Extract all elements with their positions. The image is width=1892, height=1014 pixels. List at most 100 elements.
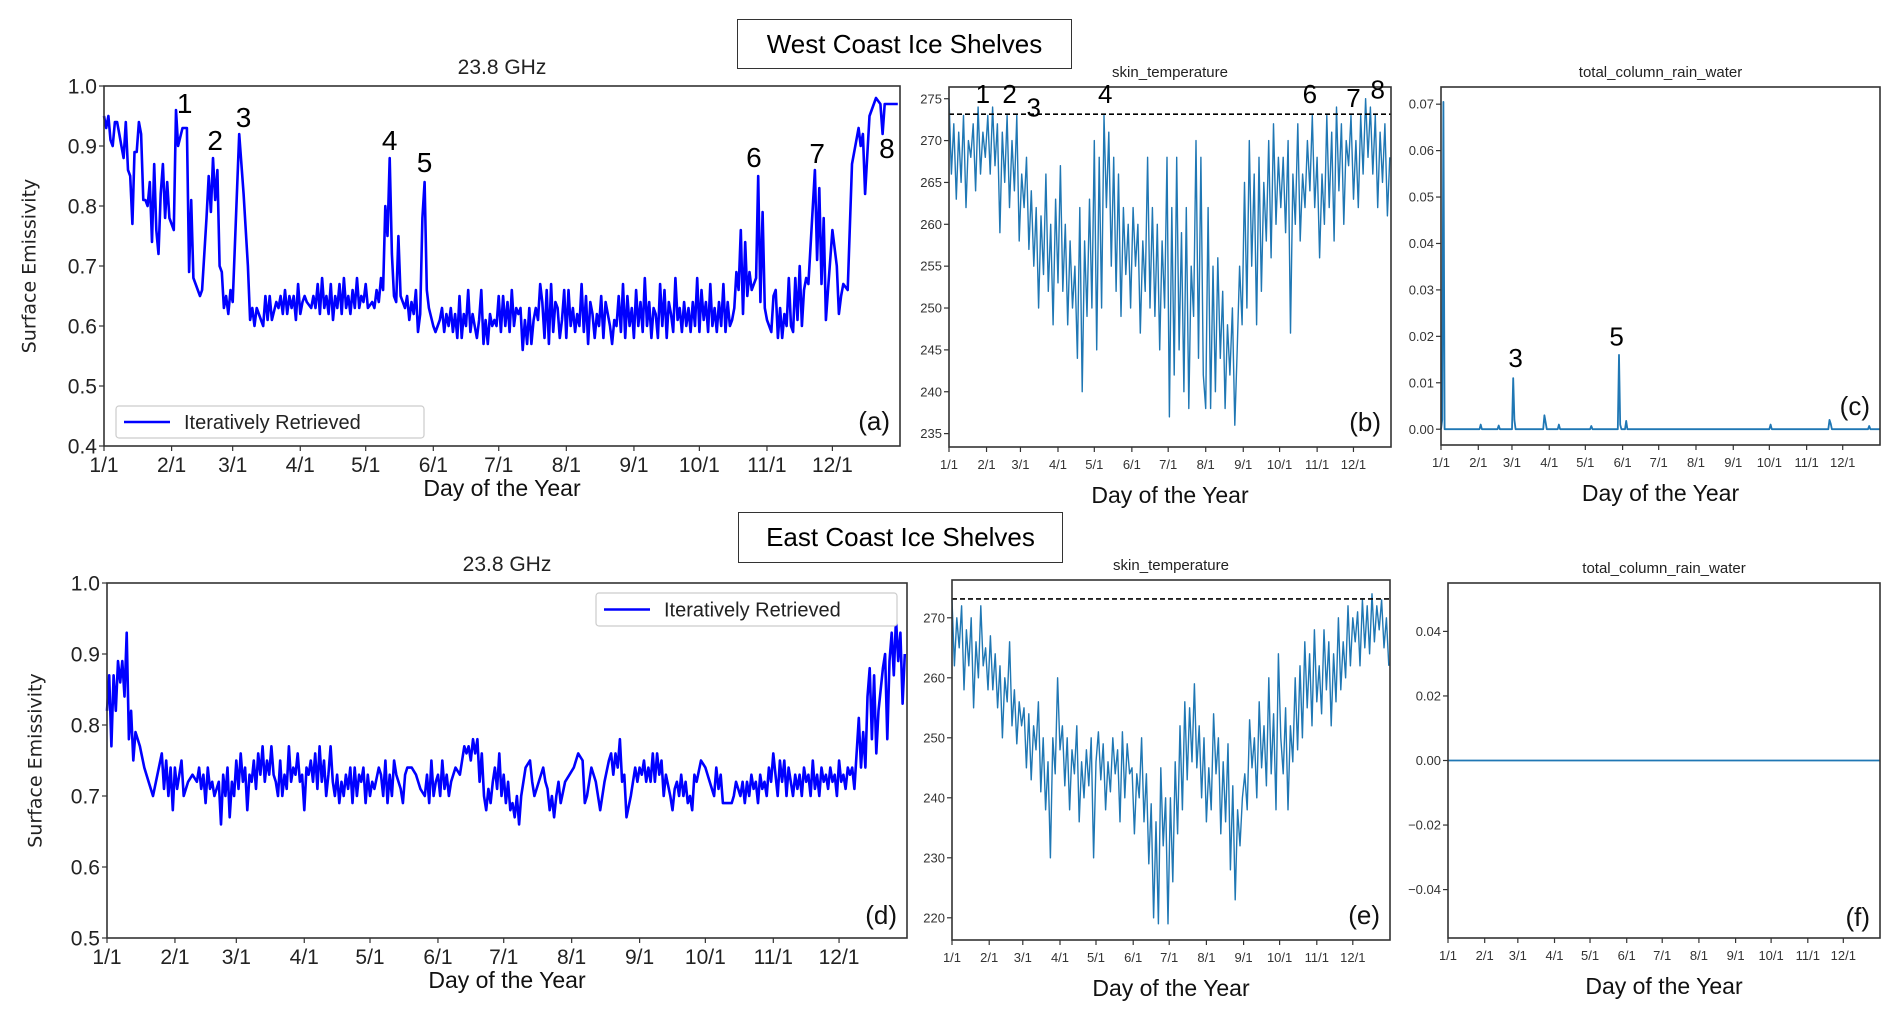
legend: Iteratively Retrieved [595, 592, 898, 627]
x-tick-label: 6/1 [1614, 455, 1632, 470]
x-tick-label: 10/1 [1267, 950, 1292, 965]
y-tick-label: 0.01 [1409, 375, 1434, 390]
x-tick-label: 12/1 [812, 454, 853, 477]
event-annotation: 7 [809, 138, 825, 169]
event-annotation: 4 [382, 125, 398, 156]
x-tick-label: 10/1 [685, 946, 726, 969]
event-annotation: 4 [1098, 79, 1112, 109]
event-annotation: 8 [1370, 75, 1384, 105]
panel-title: skin_temperature [1112, 64, 1228, 81]
series-line-b [948, 97, 1391, 426]
x-tick-label: 5/1 [1581, 948, 1599, 963]
x-tick-label: 6/1 [1124, 950, 1142, 965]
x-tick-label: 5/1 [1576, 455, 1594, 470]
y-tick-label: 260 [923, 670, 945, 685]
y-tick-label: 0.7 [71, 785, 100, 808]
x-tick-label: 7/1 [1159, 457, 1177, 472]
x-tick-label: 4/1 [1049, 457, 1067, 472]
event-annotation: 3 [1027, 92, 1041, 122]
y-tick-label: 0.7 [68, 255, 97, 278]
x-tick-label: 1/1 [1439, 948, 1457, 963]
panel-title: total_column_rain_water [1582, 560, 1745, 577]
panel-title: skin_temperature [1113, 557, 1229, 574]
panel-title: 23.8 GHz [463, 553, 552, 576]
panel-title: 23.8 GHz [458, 56, 547, 79]
y-tick-label: 0.8 [71, 714, 100, 737]
y-tick-label: 230 [923, 850, 945, 865]
event-annotation: 3 [1508, 343, 1522, 373]
x-tick-label: 12/1 [1830, 455, 1855, 470]
x-tick-label: 2/1 [160, 946, 189, 969]
x-tick-label: 12/1 [819, 946, 860, 969]
y-tick-label: 270 [923, 610, 945, 625]
y-tick-label: 260 [920, 217, 942, 232]
x-tick-label: 11/1 [1796, 948, 1820, 963]
east-coast-header: East Coast Ice Shelves [738, 512, 1063, 563]
x-tick-label: 5/1 [351, 454, 380, 477]
x-tick-label: 9/1 [1234, 457, 1252, 472]
y-tick-label: 0.6 [68, 315, 97, 338]
x-tick-label: 4/1 [290, 946, 319, 969]
x-tick-label: 8/1 [1690, 948, 1708, 963]
y-axis-label: Surface Emissivity [25, 673, 47, 848]
x-tick-label: 7/1 [489, 946, 518, 969]
y-tick-label: 265 [920, 175, 942, 190]
y-tick-label: 0.04 [1409, 236, 1434, 251]
y-tick-label: 0.9 [71, 643, 100, 666]
x-tick-label: 2/1 [1476, 948, 1494, 963]
y-tick-label: −0.04 [1408, 882, 1441, 897]
event-annotation: 6 [1303, 79, 1317, 109]
event-annotation: 2 [1002, 79, 1016, 109]
x-tick-label: 2/1 [157, 454, 186, 477]
y-tick-label: 245 [920, 342, 942, 357]
x-tick-label: 7/1 [1160, 950, 1178, 965]
axes-frame [1440, 86, 1881, 446]
legend-label: Iteratively Retrieved [664, 600, 841, 622]
x-tick-label: 11/1 [747, 454, 786, 477]
x-tick-label: 5/1 [1087, 950, 1105, 965]
event-annotation: 7 [1346, 83, 1360, 113]
series-line-a [102, 96, 898, 352]
y-tick-label: 0.07 [1409, 97, 1434, 112]
x-tick-label: 1/1 [940, 457, 958, 472]
event-annotation: 6 [746, 142, 762, 173]
x-tick-label: 4/1 [1051, 950, 1069, 965]
y-tick-label: 0.05 [1409, 190, 1434, 205]
x-tick-label: 6/1 [423, 946, 452, 969]
x-tick-label: 1/1 [92, 946, 121, 969]
event-annotation: 2 [207, 125, 223, 156]
event-annotation: 5 [417, 147, 433, 178]
event-annotation: 5 [1609, 322, 1623, 352]
x-tick-label: 12/1 [1340, 950, 1365, 965]
west-coast-header: West Coast Ice Shelves [737, 19, 1072, 69]
y-tick-label: 0.9 [68, 135, 97, 158]
y-tick-label: 240 [923, 790, 945, 805]
x-tick-label: 2/1 [980, 950, 998, 965]
panel-c: total_column_rain_water 0.00 0.01 0.02 0.03 0… [1409, 64, 1881, 506]
x-tick-label: 1/1 [943, 950, 961, 965]
y-tick-label: 240 [920, 384, 942, 399]
x-tick-label: 2/1 [978, 457, 996, 472]
y-tick-label: 0.04 [1416, 624, 1441, 639]
x-tick-label: 4/1 [1545, 948, 1563, 963]
y-tick-label: 250 [923, 730, 945, 745]
x-tick-label: 10/1 [679, 454, 720, 477]
y-tick-label: 1.0 [68, 75, 97, 98]
x-tick-label: 1/1 [89, 454, 118, 477]
x-tick-label: 11/1 [1305, 950, 1329, 965]
x-tick-label: 9/1 [619, 454, 648, 477]
event-annotation: 8 [879, 133, 895, 164]
legend-box [595, 592, 898, 627]
y-tick-label: 0.03 [1409, 282, 1434, 297]
panel-label: (f) [1845, 902, 1870, 932]
x-tick-label: 10/1 [1267, 457, 1292, 472]
x-tick-label: 9/1 [1727, 948, 1745, 963]
x-tick-label: 7/1 [1650, 455, 1668, 470]
y-tick-label: 0.5 [68, 375, 97, 398]
series-line-e [951, 593, 1390, 925]
x-axis-label: Day of the Year [1091, 482, 1249, 508]
x-tick-label: 4/1 [1540, 455, 1558, 470]
x-tick-label: 3/1 [1503, 455, 1521, 470]
x-tick-label: 3/1 [1011, 457, 1029, 472]
